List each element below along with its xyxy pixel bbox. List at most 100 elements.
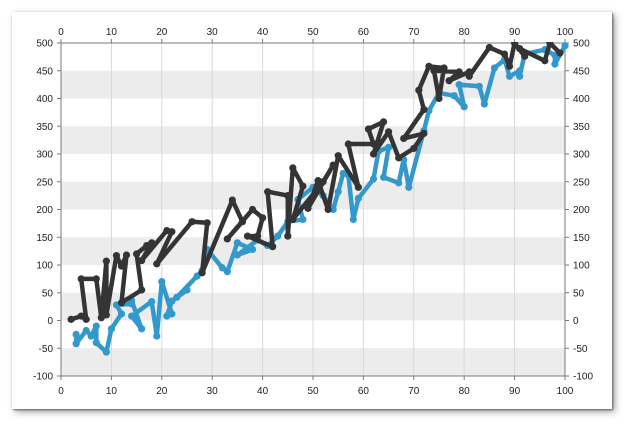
series-1-point bbox=[67, 315, 75, 323]
y-tick-label-right: 150 bbox=[573, 233, 590, 244]
series-1-point bbox=[435, 94, 443, 103]
x-tick-label-top: 0 bbox=[58, 27, 64, 38]
x-tick-label-top: 30 bbox=[207, 27, 219, 38]
series-1-point bbox=[516, 44, 524, 53]
series-2-point bbox=[233, 239, 241, 247]
series-2-point bbox=[551, 60, 559, 68]
y-tick-label-right: 400 bbox=[573, 94, 590, 105]
series-2-point bbox=[158, 278, 166, 286]
series-1-point bbox=[334, 152, 342, 160]
x-tick-label-bottom: 40 bbox=[257, 386, 269, 397]
series-2-point bbox=[82, 326, 90, 335]
series-2-point bbox=[299, 215, 307, 224]
series-2-point bbox=[369, 175, 378, 183]
series-1-point bbox=[364, 125, 373, 133]
series-2-point bbox=[87, 332, 95, 340]
series-1-point bbox=[133, 250, 141, 258]
series-1-point bbox=[284, 192, 292, 200]
x-tick-label-bottom: 50 bbox=[307, 386, 319, 397]
series-1-point bbox=[223, 235, 231, 243]
y-tick-label-left: 50 bbox=[42, 288, 54, 299]
series-1-point bbox=[415, 86, 423, 94]
series-1-point bbox=[485, 43, 493, 52]
series-1-point bbox=[521, 52, 529, 60]
series-1-point bbox=[253, 232, 262, 240]
series-1-point bbox=[203, 219, 211, 227]
series-2-point bbox=[490, 64, 499, 72]
series-2-point bbox=[183, 286, 191, 294]
series-1-point bbox=[148, 239, 156, 247]
series-1-point bbox=[369, 150, 378, 158]
series-1-point bbox=[248, 205, 257, 214]
series-1-point bbox=[324, 205, 332, 214]
y-tick-label-right: 500 bbox=[573, 39, 590, 50]
series-2-point bbox=[516, 67, 524, 75]
y-tick-label-left: 450 bbox=[36, 66, 53, 77]
series-1-point bbox=[400, 134, 408, 143]
x-tick-label-bottom: 60 bbox=[358, 386, 370, 397]
series-2-point bbox=[102, 348, 110, 356]
y-tick-label-right: 0 bbox=[573, 316, 579, 327]
series-1-point bbox=[369, 140, 378, 148]
series-1-point bbox=[385, 128, 393, 136]
series-1-point bbox=[102, 257, 110, 265]
series-2-point bbox=[334, 188, 342, 196]
series-2-point bbox=[405, 183, 413, 191]
x-tick-label-top: 10 bbox=[106, 27, 118, 38]
tick-labels: 0 0 10 10 20 20 30 30 40 40 50 50 60 60 70 70 80 80 90 90 10… bbox=[33, 27, 593, 397]
y-tick-label-right: 350 bbox=[573, 122, 590, 133]
series-1-point bbox=[102, 311, 110, 319]
series-2-point bbox=[148, 298, 156, 306]
series-2-point bbox=[460, 103, 468, 111]
series-2-point bbox=[561, 42, 569, 50]
series-1-point bbox=[445, 77, 453, 85]
series-1-point bbox=[112, 251, 121, 260]
series-1-point bbox=[425, 62, 433, 70]
x-tick-label-bottom: 10 bbox=[106, 386, 118, 397]
series-1-point bbox=[440, 64, 448, 72]
series-1-point bbox=[243, 232, 252, 240]
series-2-point bbox=[480, 100, 488, 108]
y-tick-label-right: 450 bbox=[573, 66, 590, 77]
series-1-point bbox=[465, 72, 473, 80]
series-2-point bbox=[218, 264, 226, 272]
series-1-point bbox=[82, 315, 90, 323]
series-1-point bbox=[238, 218, 247, 226]
x-tick-label-bottom: 20 bbox=[156, 386, 168, 397]
x-tick-label-top: 60 bbox=[358, 27, 370, 38]
x-tick-label-top: 40 bbox=[257, 27, 269, 38]
series-2-point bbox=[168, 297, 176, 305]
y-tick-label-left: 0 bbox=[47, 316, 53, 327]
series-1-point bbox=[122, 251, 131, 259]
series-1-point bbox=[117, 299, 126, 307]
series-1-point bbox=[289, 215, 297, 224]
series-2-point bbox=[107, 325, 115, 333]
series-2-point bbox=[72, 330, 80, 338]
series-1-point bbox=[556, 49, 564, 57]
series-2-point bbox=[349, 215, 357, 224]
x-tick-label-top: 90 bbox=[509, 27, 521, 38]
series-2-point bbox=[516, 72, 524, 80]
series-1-point bbox=[511, 42, 519, 47]
series-1-point bbox=[505, 62, 514, 70]
x-tick-label-bottom: 0 bbox=[58, 386, 64, 397]
series-2-point bbox=[117, 310, 126, 318]
series-2-point bbox=[248, 245, 257, 254]
series-1-point bbox=[329, 161, 337, 169]
series-2-point bbox=[505, 72, 514, 80]
series-2-point bbox=[475, 82, 483, 90]
y-tick-label-right: 250 bbox=[573, 177, 590, 188]
x-tick-label-top: 70 bbox=[408, 27, 420, 38]
y-tick-label-left: 350 bbox=[36, 122, 53, 133]
series-1-point bbox=[198, 269, 206, 277]
series-1-point bbox=[92, 275, 100, 283]
y-tick-label-left: -100 bbox=[33, 372, 53, 383]
series-1-point bbox=[153, 260, 161, 268]
y-tick-label-left: 500 bbox=[36, 39, 53, 50]
series-2-point bbox=[450, 92, 458, 100]
series-2-point bbox=[233, 251, 241, 259]
series-1-point bbox=[455, 68, 463, 76]
y-tick-label-left: -50 bbox=[39, 344, 54, 355]
series-2-point bbox=[153, 332, 161, 340]
